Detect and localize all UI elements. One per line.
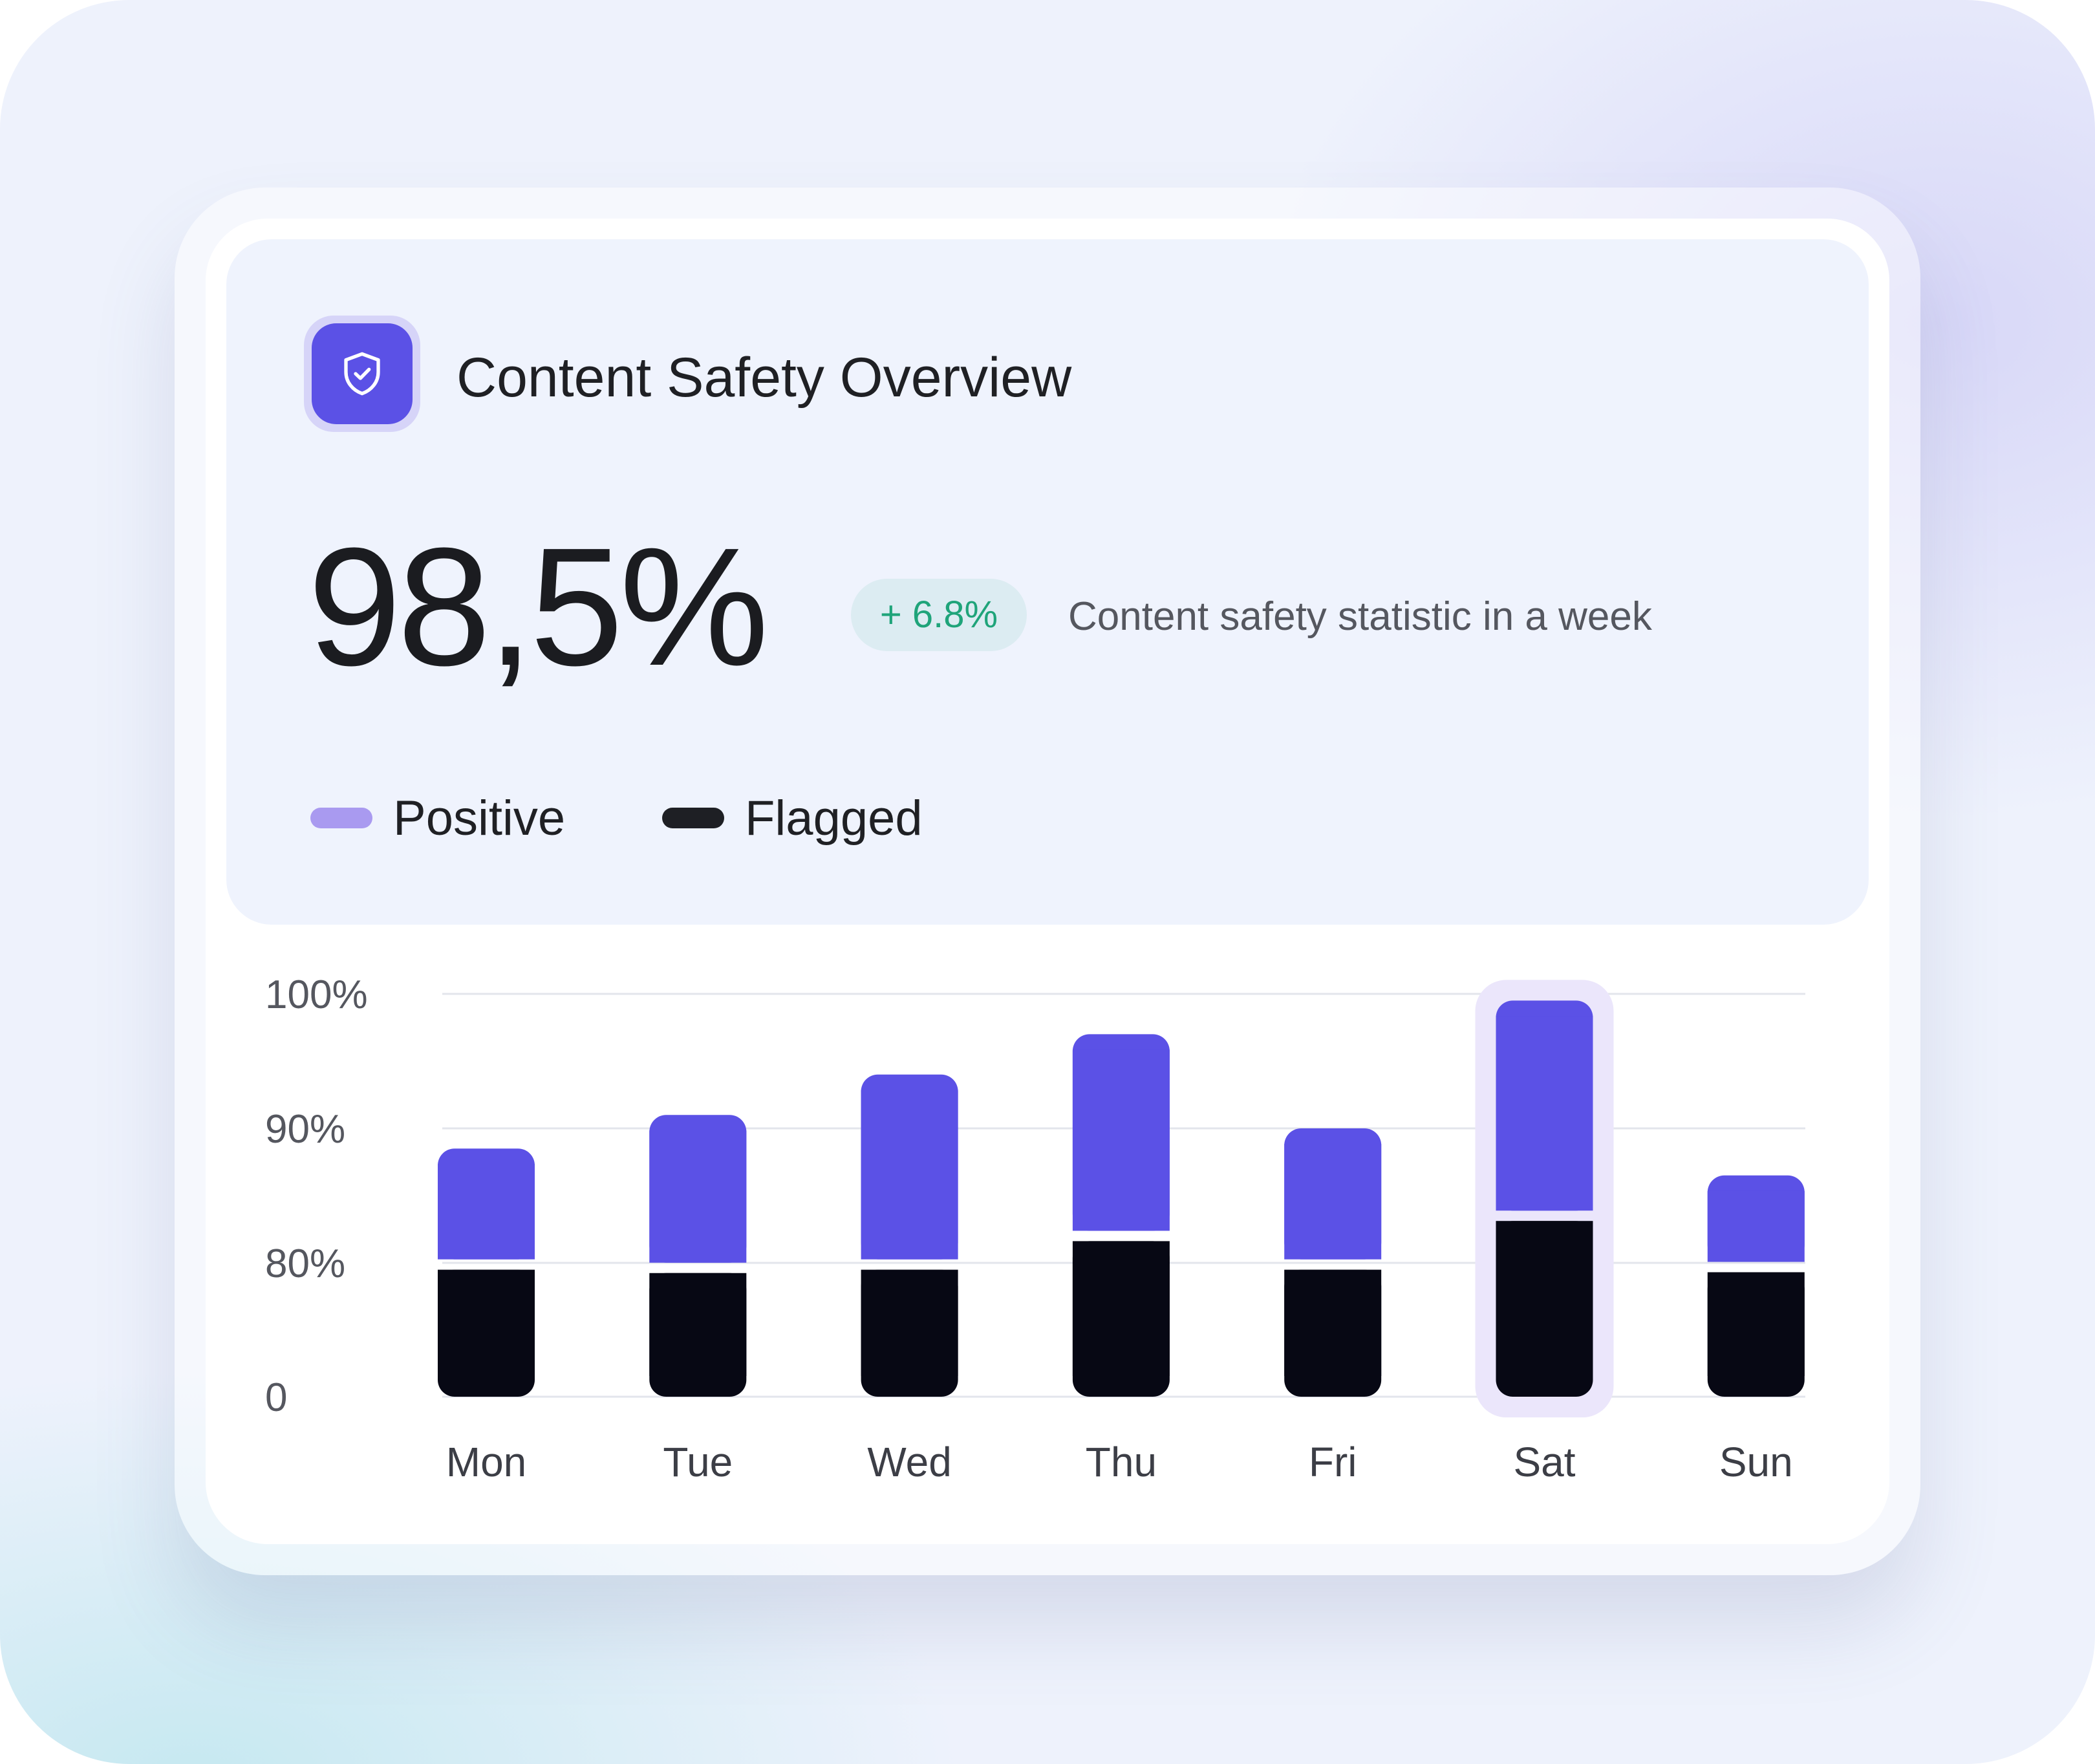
positive-bar-fill bbox=[1707, 1190, 1805, 1262]
legend-label-positive: Positive bbox=[393, 791, 566, 846]
change-badge: + 6.8% bbox=[851, 579, 1027, 651]
x-tick-label: Sat bbox=[1513, 1439, 1575, 1485]
x-tick-label: Sun bbox=[1719, 1439, 1793, 1485]
flagged-bar-fill bbox=[861, 1269, 958, 1376]
flagged-bar-fill bbox=[1707, 1272, 1805, 1376]
flagged-bar-fill bbox=[1072, 1241, 1170, 1376]
y-tick-label: 0 bbox=[265, 1375, 287, 1420]
x-tick-label: Wed bbox=[867, 1439, 951, 1485]
card-header-panel bbox=[226, 239, 1869, 925]
legend-swatch-positive bbox=[310, 808, 372, 828]
y-tick-label: 90% bbox=[265, 1107, 345, 1152]
y-tick-label: 100% bbox=[265, 973, 368, 1017]
safety-percentage: 98,5% bbox=[308, 513, 769, 701]
statistic-caption: Content safety statistic in a week bbox=[1068, 594, 1652, 639]
legend-swatch-flagged bbox=[662, 808, 724, 828]
positive-bar-fill bbox=[861, 1090, 958, 1260]
x-tick-label: Thu bbox=[1086, 1439, 1157, 1485]
shield-check-icon bbox=[312, 323, 413, 424]
positive-bar-fill bbox=[1072, 1049, 1170, 1231]
x-tick-label: Mon bbox=[446, 1439, 527, 1485]
positive-bar-fill bbox=[1284, 1144, 1382, 1260]
flagged-bar-fill bbox=[438, 1269, 535, 1376]
flagged-bar-fill bbox=[649, 1273, 747, 1376]
y-tick-label: 80% bbox=[265, 1242, 345, 1286]
positive-bar-fill bbox=[649, 1130, 747, 1263]
x-tick-label: Fri bbox=[1309, 1439, 1357, 1485]
legend-label-flagged: Flagged bbox=[745, 791, 923, 846]
x-tick-label: Tue bbox=[663, 1439, 733, 1485]
card-title: Content Safety Overview bbox=[457, 347, 1072, 409]
positive-bar-fill bbox=[1496, 1016, 1593, 1211]
positive-bar-fill bbox=[438, 1164, 535, 1260]
flagged-bar-fill bbox=[1284, 1269, 1382, 1376]
flagged-bar-fill bbox=[1496, 1221, 1593, 1376]
